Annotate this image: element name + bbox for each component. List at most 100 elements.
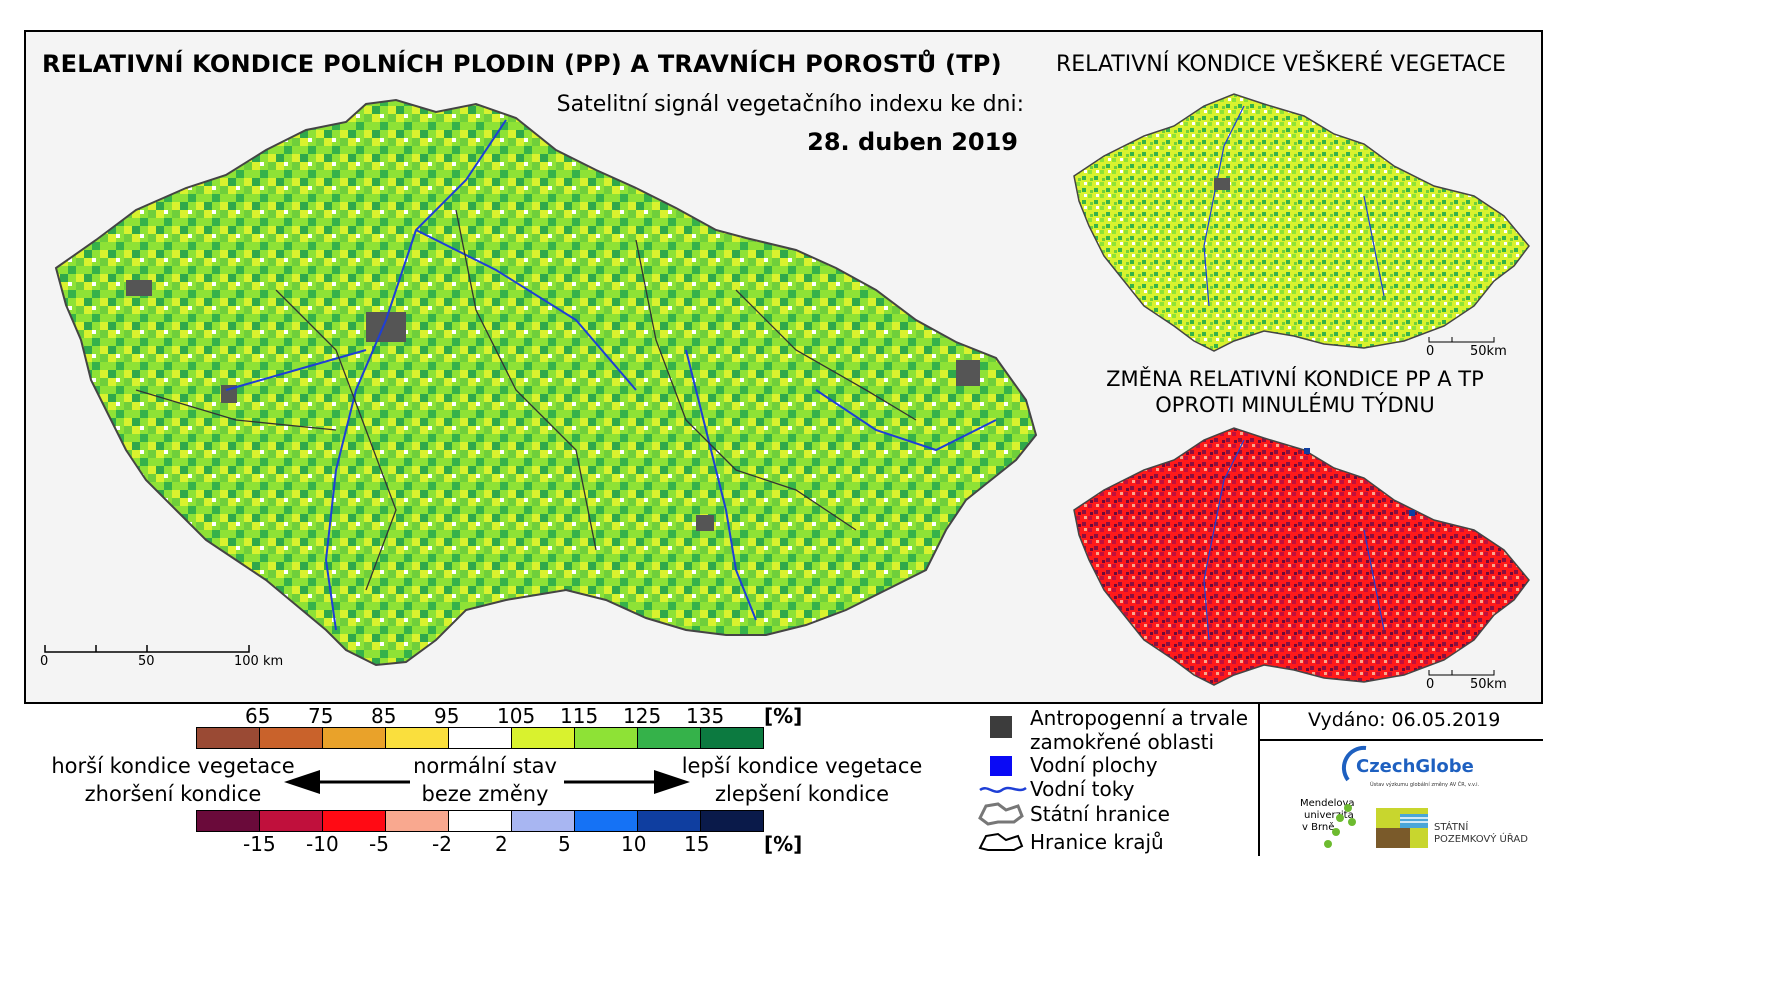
mendel-logo: Mendelova univerzita v Brně (1300, 798, 1370, 854)
veg-scalebar (1428, 337, 1495, 343)
main-map-rivers (225, 119, 997, 631)
water-flows-label: Vodní toky (1030, 777, 1135, 801)
top-tick-label: 115 (560, 704, 599, 728)
top-tick-label: 75 (308, 704, 334, 728)
bottom-tick-label: -5 (369, 832, 389, 856)
top-tick-label: 135 (686, 704, 725, 728)
main-map-region-borders (135, 209, 917, 591)
change-scalebar (1428, 670, 1495, 676)
top-scale-swatch (511, 727, 575, 749)
main-scale-0: 0 (40, 654, 49, 669)
bottom-tick-label: -2 (432, 832, 452, 856)
left-arrow-icon (284, 770, 410, 794)
top-scale-swatch (448, 727, 512, 749)
spu-line1: STÁTNÍ (1434, 822, 1469, 833)
state-border-label: Státní hranice (1030, 802, 1170, 826)
top-unit: [%] (764, 704, 803, 728)
top-tick-label: 105 (497, 704, 536, 728)
change-title-line1: ZMĚNA RELATIVNÍ KONDICE PP A TP (1106, 367, 1484, 391)
anthropogenic-label: Antropogenní a trvale zamokřené oblasti (1030, 706, 1248, 754)
better-line2: zlepšení kondice (715, 782, 889, 806)
worse-condition-label: horší kondice vegetace zhoršení kondice (48, 752, 298, 808)
bottom-scale-swatch (196, 810, 260, 832)
region-border-icon (978, 832, 1024, 851)
normal-condition-label: normální stav beze změny (380, 752, 590, 808)
top-scale-swatch (322, 727, 386, 749)
mendel-line1: Mendelova (1300, 798, 1355, 809)
change-map-shape (1073, 427, 1530, 686)
anthropogenic-area-swatch (990, 716, 1012, 738)
bottom-unit: [%] (764, 832, 803, 856)
worse-line2: zhoršení kondice (84, 782, 262, 806)
subtitle: Satelitní signál vegetačního indexu ke d… (556, 92, 1024, 117)
spu-line2: POZEMKOVÝ ÚŘAD (1434, 834, 1528, 845)
date-label: 28. duben 2019 (807, 128, 1018, 156)
state-border-icon (978, 802, 1024, 826)
main-scale-50: 50 (138, 654, 155, 669)
bottom-tick-label: 15 (684, 832, 710, 856)
top-scale-swatch (574, 727, 638, 749)
bottom-scale-swatch (637, 810, 701, 832)
czechglobe-logo: CzechGlobe Ústav výzkumu globální změny … (1340, 742, 1480, 792)
change-map (1073, 427, 1530, 686)
better-line1: lepší kondice vegetace (681, 754, 923, 778)
bottom-tick-label: 5 (558, 832, 571, 856)
bottom-tick-label: 2 (495, 832, 508, 856)
worse-line1: horší kondice vegetace (51, 754, 295, 778)
main-map-country-shape (54, 98, 1038, 667)
top-color-scale (196, 727, 764, 749)
top-scale-swatch (637, 727, 701, 749)
main-condition-map (54, 98, 1038, 667)
main-map-urban-areas (126, 280, 980, 531)
normal-line2: beze změny (421, 782, 549, 806)
change-scale-50: 50km (1470, 677, 1507, 692)
vegetation-title: RELATIVNÍ KONDICE VEŠKERÉ VEGETACE (1056, 52, 1506, 77)
mendel-line2: univerzita (1304, 810, 1354, 821)
veg-scale-0: 0 (1426, 344, 1435, 359)
better-condition-label: lepší kondice vegetace zlepšení kondice (672, 752, 932, 808)
normal-line1: normální stav (413, 754, 557, 778)
main-title: RELATIVNÍ KONDICE POLNÍCH PLODIN (PP) A … (42, 50, 1002, 78)
vegetation-map (1073, 93, 1530, 352)
top-tick-label: 125 (623, 704, 662, 728)
bottom-tick-label: -10 (306, 832, 339, 856)
main-scale-100: 100 km (234, 654, 284, 669)
bottom-tick-label: -15 (243, 832, 276, 856)
anthropogenic-line1: Antropogenní a trvale (1030, 706, 1249, 730)
issued-date: Vydáno: 06.05.2019 (1308, 709, 1501, 731)
top-scale-swatch (259, 727, 323, 749)
bottom-scale-swatch (511, 810, 575, 832)
top-scale-swatch (700, 727, 764, 749)
top-scale-swatch (196, 727, 260, 749)
legend-divider-right (1258, 702, 1260, 856)
change-scale-0: 0 (1426, 677, 1435, 692)
anthropogenic-line2: zamokřené oblasti (1030, 730, 1215, 754)
spu-logo: STÁTNÍ POZEMKOVÝ ÚŘAD (1374, 806, 1528, 852)
mendel-line3: v Brně (1302, 822, 1335, 833)
bottom-scale-swatch (448, 810, 512, 832)
top-tick-label: 85 (371, 704, 397, 728)
bottom-scale-swatch (700, 810, 764, 832)
top-scale-swatch (385, 727, 449, 749)
main-scalebar (44, 645, 250, 653)
bottom-tick-label: 10 (621, 832, 647, 856)
bottom-scale-swatch (259, 810, 323, 832)
top-tick-label: 65 (245, 704, 271, 728)
water-area-swatch (990, 756, 1012, 776)
right-arrow-icon (564, 770, 690, 794)
spu-emblem-icon (1376, 808, 1428, 848)
top-tick-label: 95 (434, 704, 460, 728)
czechglobe-arc-icon (1341, 745, 1367, 782)
bottom-scale-swatch (322, 810, 386, 832)
czechglobe-subtitle: Ústav výzkumu globální změny AV ČR, v.v.… (1370, 782, 1480, 788)
mendel-dots-icon (1324, 804, 1356, 848)
bottom-scale-swatch (385, 810, 449, 832)
legend-divider-issued (1258, 739, 1543, 741)
vegetation-map-shape (1073, 93, 1530, 352)
bottom-color-scale (196, 810, 764, 832)
region-border-label: Hranice krajů (1030, 830, 1164, 854)
water-flow-icon (979, 786, 1027, 793)
change-title: ZMĚNA RELATIVNÍ KONDICE PP A TP OPROTI M… (1070, 366, 1520, 418)
veg-scale-50: 50km (1470, 344, 1507, 359)
water-areas-label: Vodní plochy (1030, 753, 1158, 777)
